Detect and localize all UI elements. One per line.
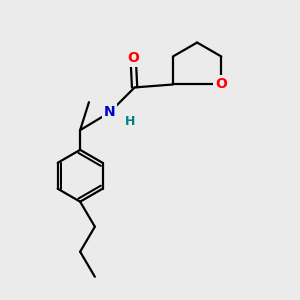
Text: O: O: [127, 51, 139, 65]
Text: N: N: [104, 106, 116, 119]
Text: H: H: [125, 115, 135, 128]
Text: O: O: [215, 77, 227, 92]
